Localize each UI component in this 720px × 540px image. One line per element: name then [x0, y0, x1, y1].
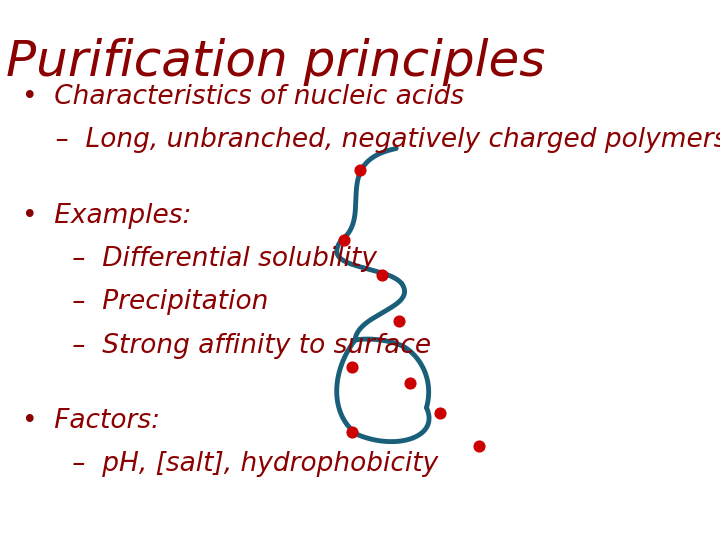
Text: •  Examples:: • Examples:	[22, 203, 192, 229]
Text: Purification principles: Purification principles	[6, 38, 545, 86]
Point	[355, 166, 366, 174]
Text: –  pH, [salt], hydrophobicity: – pH, [salt], hydrophobicity	[22, 451, 438, 477]
Point	[473, 441, 485, 450]
Text: –  Precipitation: – Precipitation	[22, 289, 269, 315]
Text: –  Strong affinity to surface: – Strong affinity to surface	[22, 333, 431, 359]
Point	[338, 236, 350, 245]
Text: •  Characteristics of nucleic acids: • Characteristics of nucleic acids	[22, 84, 464, 110]
Point	[346, 428, 358, 436]
Point	[434, 409, 446, 417]
Text: •  Factors:: • Factors:	[22, 408, 160, 434]
Point	[393, 317, 405, 326]
Point	[377, 271, 388, 280]
Point	[404, 379, 415, 388]
Text: –  Differential solubility: – Differential solubility	[22, 246, 377, 272]
Point	[346, 363, 358, 372]
Text: –  Long, unbranched, negatively charged polymers: – Long, unbranched, negatively charged p…	[22, 127, 720, 153]
